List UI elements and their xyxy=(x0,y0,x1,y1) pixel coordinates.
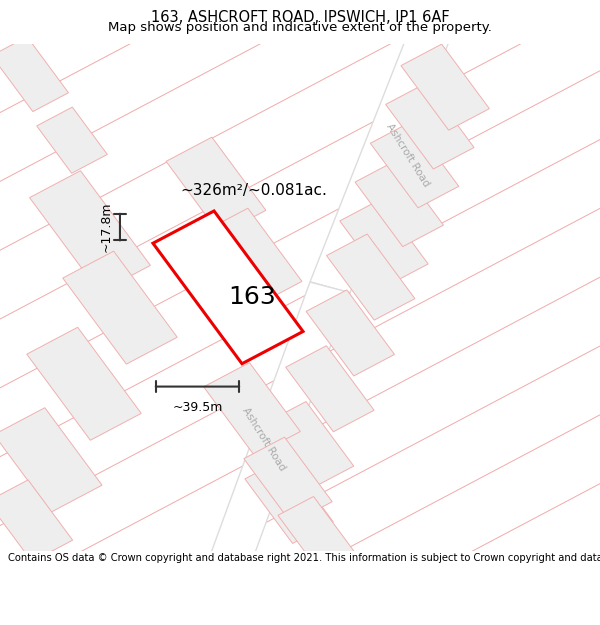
Text: Map shows position and indicative extent of the property.: Map shows position and indicative extent… xyxy=(108,21,492,34)
Polygon shape xyxy=(29,171,151,292)
Text: ~326m²/~0.081ac.: ~326m²/~0.081ac. xyxy=(180,183,327,198)
Polygon shape xyxy=(166,137,266,234)
Polygon shape xyxy=(401,44,490,130)
Text: ~39.5m: ~39.5m xyxy=(172,401,223,414)
Text: ~17.8m: ~17.8m xyxy=(100,202,113,252)
Polygon shape xyxy=(208,282,350,572)
Polygon shape xyxy=(355,161,443,247)
Polygon shape xyxy=(370,122,459,208)
Polygon shape xyxy=(27,328,141,440)
Polygon shape xyxy=(310,23,452,293)
Polygon shape xyxy=(278,496,358,576)
Polygon shape xyxy=(202,208,302,306)
Polygon shape xyxy=(265,401,353,488)
Polygon shape xyxy=(0,408,102,512)
Polygon shape xyxy=(326,234,415,320)
Polygon shape xyxy=(37,107,107,173)
Polygon shape xyxy=(286,346,374,432)
Polygon shape xyxy=(0,480,73,562)
Text: Contains OS data © Crown copyright and database right 2021. This information is : Contains OS data © Crown copyright and d… xyxy=(8,552,600,562)
Polygon shape xyxy=(153,211,303,364)
Polygon shape xyxy=(245,458,333,544)
Text: Ashcroft Road: Ashcroft Road xyxy=(241,406,287,473)
Text: 163, ASHCROFT ROAD, IPSWICH, IP1 6AF: 163, ASHCROFT ROAD, IPSWICH, IP1 6AF xyxy=(151,9,449,24)
Text: 163: 163 xyxy=(228,286,276,309)
Polygon shape xyxy=(340,199,428,286)
Text: Ashcroft Road: Ashcroft Road xyxy=(385,122,431,189)
Polygon shape xyxy=(306,290,394,376)
Polygon shape xyxy=(244,437,332,523)
Polygon shape xyxy=(63,251,177,364)
Polygon shape xyxy=(386,83,474,169)
Polygon shape xyxy=(0,37,68,112)
Polygon shape xyxy=(203,362,301,456)
